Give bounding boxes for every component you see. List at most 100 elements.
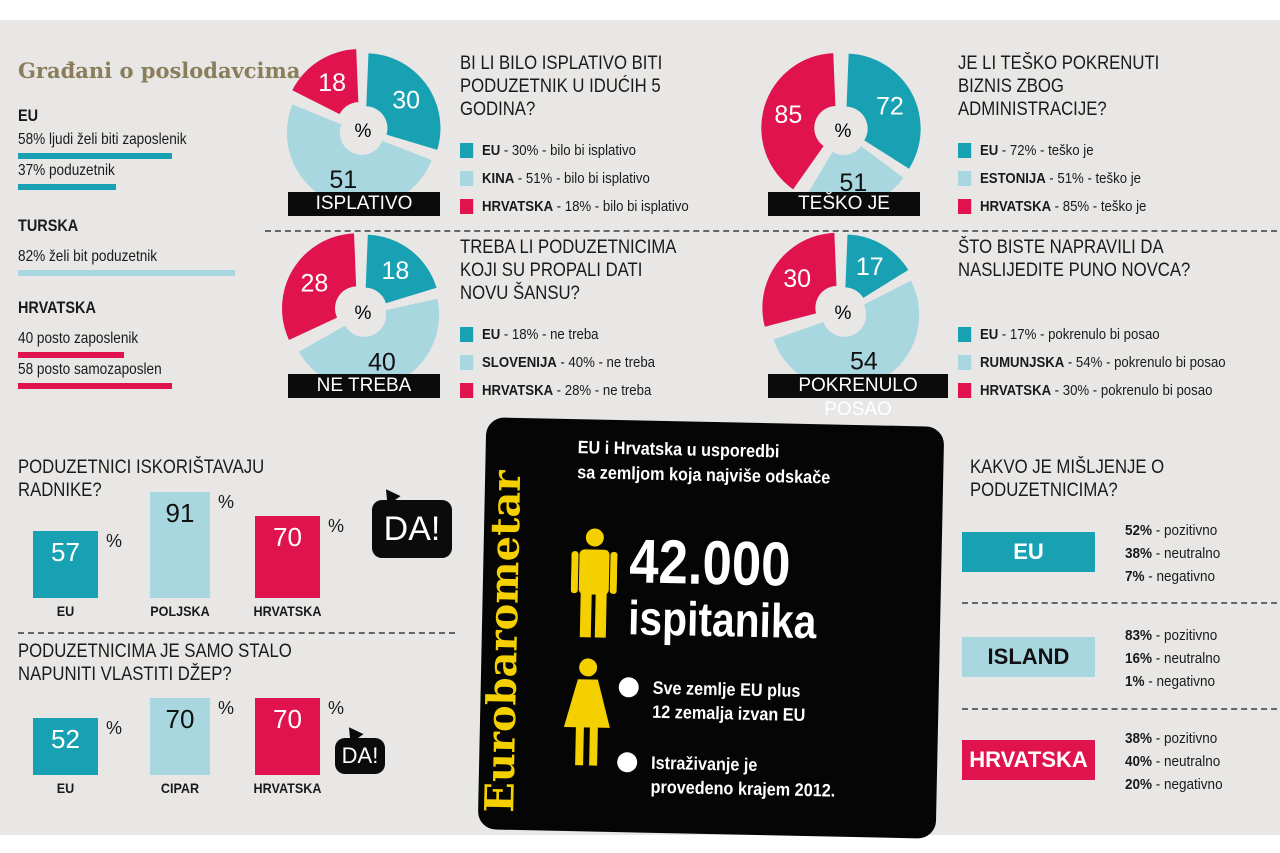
opinion-percent: 38%	[1125, 545, 1153, 562]
pie-chart: 30 51 18%	[286, 49, 441, 208]
legend-country: SLOVENIJA	[482, 354, 557, 371]
bar-chart-title: PODUZETNICIMA JE SAMO STALO NAPUNITI VLA…	[18, 641, 292, 685]
legend-swatch	[958, 171, 972, 186]
legend-item: EU - 72% - teško je	[958, 142, 1094, 159]
pie-value-label: 85	[774, 101, 802, 129]
legend-swatch	[958, 199, 972, 214]
stat-text: 40 posto zaposlenik	[18, 330, 139, 347]
legend-swatch	[460, 355, 474, 370]
pie-caption: POKRENULO POSAO	[768, 374, 948, 420]
country-heading: EU	[18, 106, 39, 125]
question-text: BI LI BILO ISPLATIVO BITI PODUZETNIK U I…	[460, 53, 663, 120]
opinion-country-island: ISLAND	[962, 637, 1095, 677]
pie-value-label: 18	[381, 257, 409, 285]
bar-eu: 57	[33, 531, 98, 598]
pie-value-label: 51	[329, 166, 357, 194]
opinion-percent: 83%	[1125, 627, 1153, 644]
legend-country: HRVATSKA	[482, 382, 554, 399]
opinion-line: 20% - negativno	[1125, 776, 1223, 793]
stat-bar	[18, 153, 172, 159]
opinion-label: - neutralno	[1152, 753, 1221, 770]
pie-slice-hrvatska	[761, 53, 836, 190]
answer-bubble: DA!	[335, 738, 385, 774]
bullet-line: Sve zemlje EU plus	[652, 677, 801, 701]
pie-center-label: %	[835, 121, 852, 142]
bar-category-label: CIPAR	[160, 780, 200, 796]
bar-category-label: HRVATSKA	[253, 780, 322, 796]
pie-slice-eu	[365, 234, 437, 304]
legend-text: - 54% - pokrenulo bi posao	[1067, 354, 1226, 371]
legend-text: - 30% - bilo bi isplativo	[503, 142, 636, 159]
stat-bar	[18, 184, 117, 190]
pie-caption: TEŠKO JE	[768, 192, 920, 216]
legend-text: - 18% - bilo bi isplativo	[556, 198, 689, 215]
opinion-label: - neutralno	[1152, 650, 1221, 667]
legend-country: EU	[980, 142, 999, 159]
pie-center	[823, 110, 863, 150]
pie-value-label: 30	[392, 86, 420, 114]
legend-item: HRVATSKA - 85% - teško je	[958, 198, 1146, 215]
legend-swatch	[958, 143, 972, 158]
respondents-count: 42.000	[628, 527, 792, 600]
legend-item: SLOVENIJA - 40% - ne treba	[460, 354, 655, 371]
stat-text: 82% želi bit poduzetnik	[18, 248, 158, 265]
bar-category-label: EU	[56, 603, 75, 619]
opinion-percent: 1%	[1125, 673, 1145, 690]
opinion-percent: 38%	[1125, 730, 1153, 747]
legend-country: HRVATSKA	[980, 382, 1052, 399]
bar-unit-label: %	[106, 717, 123, 738]
opinion-line: 16% - neutralno	[1125, 650, 1220, 667]
legend-item: EU - 17% - pokrenulo bi posao	[958, 326, 1160, 343]
bar-unit-label: %	[218, 491, 235, 512]
pie-value-label: 72	[876, 92, 904, 120]
opinion-country-hrvatska: HRVATSKA	[962, 740, 1095, 780]
pie-center-label: %	[835, 303, 852, 324]
legend-swatch	[958, 355, 972, 370]
stat-bar	[18, 383, 172, 389]
legend-country: ESTONIJA	[980, 170, 1046, 187]
opinion-title: KAKVO JE MIŠLJENJE O PODUZETNICIMA?	[970, 457, 1165, 501]
opinion-country-eu: EU	[962, 532, 1095, 572]
opinion-label: - pozitivno	[1152, 522, 1218, 539]
stat-text: 58% ljudi želi biti zaposlenik	[18, 131, 187, 148]
country-heading: TURSKA	[18, 216, 79, 235]
legend-item: ESTONIJA - 51% - teško je	[958, 170, 1141, 187]
pie-slice-slovenija	[298, 298, 440, 390]
opinion-line: 38% - neutralno	[1125, 545, 1220, 562]
infographic-title: Građani o poslodavcima	[18, 58, 301, 83]
opinion-percent: 40%	[1125, 753, 1153, 770]
pie-caption: ISPLATIVO	[288, 192, 440, 216]
bar-cipar: 70	[150, 698, 210, 775]
divider	[265, 230, 1277, 232]
pie-center	[343, 110, 383, 150]
opinion-label: - negativno	[1144, 673, 1216, 690]
opinion-line: 83% - pozitivno	[1125, 627, 1217, 644]
opinion-label: - pozitivno	[1152, 730, 1218, 747]
legend-swatch	[460, 171, 474, 186]
legend-text: - 51% - bilo bi isplativo	[517, 170, 650, 187]
legend-item: HRVATSKA - 28% - ne treba	[460, 382, 651, 399]
bar-chart-title: PODUZETNICI ISKORIŠTAVAJU RADNIKE?	[18, 457, 265, 501]
opinion-line: 38% - pozitivno	[1125, 730, 1217, 747]
card-brand: Eurobarometar	[476, 469, 531, 814]
legend-text: - 30% - pokrenulo bi posao	[1054, 382, 1213, 399]
pie-slice-hrvatska	[282, 233, 357, 340]
pie-center-label: %	[355, 303, 372, 324]
legend-swatch	[460, 199, 474, 214]
bullet-line: provedeno krajem 2012.	[650, 776, 836, 801]
bar-hrvatska: 70	[255, 516, 320, 598]
divider	[18, 632, 455, 634]
eurobarometar-card: Eurobarometar EU i Hrvatska u usporedbi …	[476, 417, 945, 839]
opinion-percent: 52%	[1125, 522, 1153, 539]
pie-chart: 17 54 30%	[762, 232, 920, 390]
pie-value-label: 54	[850, 348, 878, 376]
bar-eu: 52	[33, 717, 98, 775]
legend-text: - 28% - ne treba	[556, 382, 652, 399]
opinion-percent: 16%	[1125, 650, 1153, 667]
opinion-label: - pozitivno	[1152, 627, 1218, 644]
stat-bar	[18, 270, 236, 276]
pie-slice-rumunjska	[773, 280, 920, 390]
pie-value-label: 17	[856, 253, 884, 281]
woman-icon	[563, 658, 610, 766]
divider	[962, 602, 1277, 604]
